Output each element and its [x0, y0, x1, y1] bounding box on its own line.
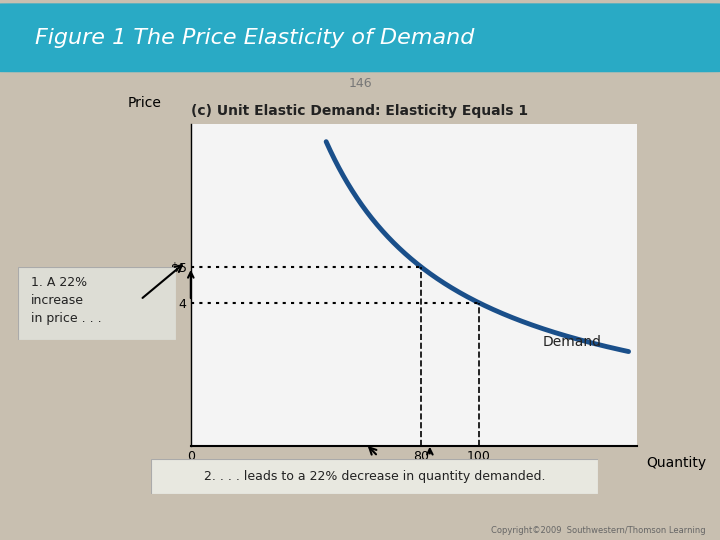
Text: Price: Price: [127, 96, 161, 110]
Text: 2. . . . leads to a 22% decrease in quantity demanded.: 2. . . . leads to a 22% decrease in quan…: [204, 470, 545, 483]
Text: Demand: Demand: [542, 335, 601, 349]
Text: Figure 1 The Price Elasticity of Demand: Figure 1 The Price Elasticity of Demand: [35, 28, 474, 48]
FancyBboxPatch shape: [0, 3, 720, 72]
FancyBboxPatch shape: [151, 459, 598, 494]
FancyBboxPatch shape: [18, 267, 176, 340]
Text: Copyright©2009  Southwestern/Thomson Learning: Copyright©2009 Southwestern/Thomson Lear…: [491, 526, 706, 535]
Text: Quantity: Quantity: [646, 456, 706, 470]
Text: 1. A 22%
increase
in price . . .: 1. A 22% increase in price . . .: [31, 275, 102, 325]
Text: 146: 146: [348, 77, 372, 90]
Text: (c) Unit Elastic Demand: Elasticity Equals 1: (c) Unit Elastic Demand: Elasticity Equa…: [192, 104, 528, 118]
